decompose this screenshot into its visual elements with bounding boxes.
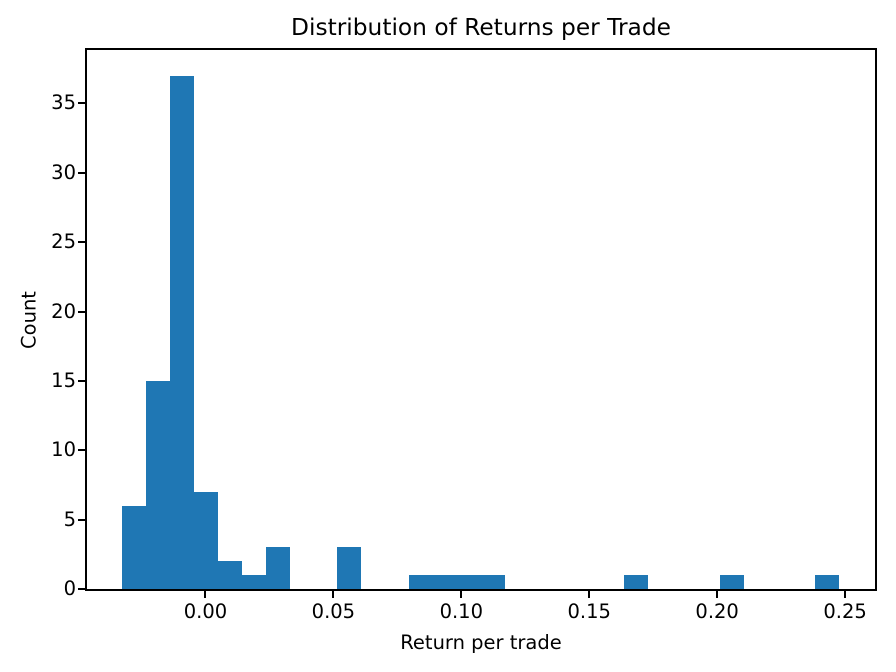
y-axis-tick-label: 25 (51, 230, 76, 254)
x-axis-tick-label: 0.10 (439, 600, 483, 623)
x-axis-tick-label: 0.00 (183, 600, 228, 623)
histogram-bar (122, 505, 147, 589)
x-axis-label: Return per trade (400, 631, 562, 654)
y-axis-tick-label: 15 (51, 368, 76, 392)
y-axis-tick-label: 5 (63, 507, 76, 531)
y-axis-tick-label: 30 (51, 160, 76, 184)
y-axis-tick (78, 379, 85, 382)
histogram-bar (480, 575, 505, 589)
histogram-bar (719, 575, 744, 589)
histogram-bar (265, 547, 290, 589)
histogram-bar (146, 380, 171, 589)
x-axis-tick-label: 0.25 (823, 600, 867, 623)
x-axis-tick (588, 591, 591, 598)
x-axis-tick (460, 591, 463, 598)
histogram-bar (241, 575, 266, 589)
x-axis-tick (844, 591, 847, 598)
histogram-bar (337, 547, 362, 589)
y-axis-tick (78, 518, 85, 521)
y-axis-tick (78, 449, 85, 452)
histogram-bar (409, 575, 433, 589)
x-axis-tick (716, 591, 719, 598)
y-axis-tick-label: 35 (51, 91, 76, 115)
chart-title: Distribution of Returns per Trade (291, 14, 671, 41)
y-axis-tick (78, 102, 85, 105)
y-axis-tick (78, 588, 85, 590)
y-axis-tick-label: 10 (51, 438, 76, 462)
histogram-bar (456, 575, 481, 589)
x-axis-tick (204, 591, 207, 598)
histogram-bar (170, 75, 194, 589)
histogram-bar (217, 561, 242, 589)
x-axis-tick-label: 0.05 (311, 600, 356, 623)
histogram-bar (193, 491, 218, 589)
y-axis-tick-label: 20 (51, 299, 76, 323)
x-axis-tick-label: 0.15 (567, 600, 611, 623)
x-axis-tick-label: 0.20 (695, 600, 739, 623)
y-axis-tick-label: 0 (63, 577, 76, 600)
x-axis-tick (332, 591, 335, 598)
bars-layer (87, 50, 875, 589)
y-axis-tick (78, 241, 85, 244)
y-axis-tick (78, 310, 85, 313)
histogram-bar (815, 575, 840, 589)
histogram-bar (624, 575, 648, 589)
y-axis-tick (78, 171, 85, 174)
histogram-bar (432, 575, 457, 589)
